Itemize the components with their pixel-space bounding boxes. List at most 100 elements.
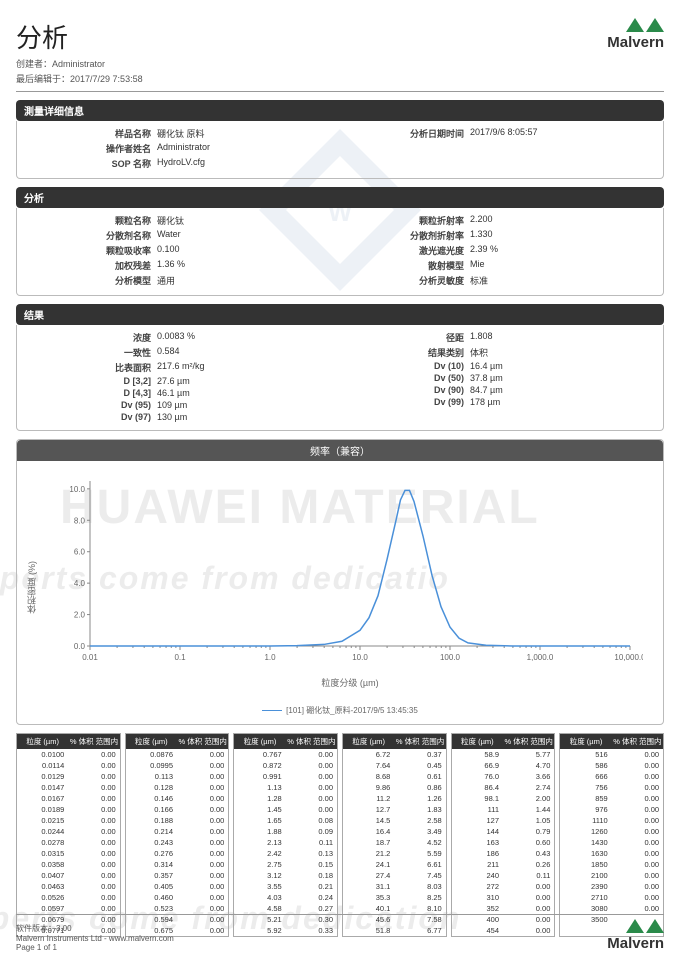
table-row: 0.2760.00 (126, 848, 229, 859)
field-label: 分散剂折射率 (340, 229, 470, 242)
field-value: 46.1 µm (157, 388, 190, 398)
table-row: 6.720.37 (343, 749, 446, 760)
field-value: 1.808 (470, 331, 493, 344)
chart-xlabel: 粒度分级 (µm) (57, 676, 643, 689)
table-row: 2110.26 (452, 859, 555, 870)
table-row: 0.04070.00 (17, 870, 120, 881)
table-row: 12.71.83 (343, 804, 446, 815)
field-pair: 径距1.808 (340, 331, 653, 344)
field-pair: 加权残差1.36 % (27, 259, 340, 272)
field-value: 109 µm (157, 400, 187, 410)
field-value: HydroLV.cfg (157, 157, 205, 170)
field-label: 散射模型 (340, 259, 470, 272)
field-pair: 颗粒折射率2.200 (340, 214, 653, 227)
field-value: 2.39 % (470, 244, 498, 257)
field-value: 0.100 (157, 244, 180, 257)
svg-text:100.0: 100.0 (440, 653, 461, 662)
table-row: 9.860.86 (343, 782, 446, 793)
table-row: 31.18.03 (343, 881, 446, 892)
field-label: 分散剂名称 (27, 229, 157, 242)
table-row: 1.130.00 (234, 782, 337, 793)
field-pair: 样品名称硼化钛 原料 (27, 127, 340, 140)
field-pair: 比表面积217.6 m²/kg (27, 361, 340, 374)
table-row: 0.4600.00 (126, 892, 229, 903)
field-label: 一致性 (27, 346, 157, 359)
chart-container: 频率（兼容） 体积密度 (%) 0.02.04.06.08.010.00.010… (16, 439, 664, 725)
field-value: 2.200 (470, 214, 493, 227)
table-row: 1111.44 (452, 804, 555, 815)
svg-text:0.1: 0.1 (174, 653, 186, 662)
table-row: 16.43.49 (343, 826, 446, 837)
table-row: 2.420.13 (234, 848, 337, 859)
table-header: 粒度 (µm)% 体积 范围内 (343, 734, 446, 749)
svg-text:10,000.0: 10,000.0 (614, 653, 643, 662)
table-row: 1271.05 (452, 815, 555, 826)
chart-ylabel: 体积密度 (%) (25, 561, 38, 614)
table-row: 1.280.00 (234, 793, 337, 804)
svg-text:8.0: 8.0 (74, 516, 86, 525)
field-pair: 一致性0.584 (27, 346, 340, 359)
field-pair: Dv (97)130 µm (27, 412, 340, 422)
field-label: 激光遮光度 (340, 244, 470, 257)
field-value: 84.7 µm (470, 385, 503, 395)
table-column: 粒度 (µm)% 体积 范围内6.720.377.640.458.680.619… (342, 733, 447, 937)
field-pair: D [4,3]46.1 µm (27, 388, 340, 398)
field-pair: Dv (90)84.7 µm (340, 385, 653, 395)
table-row: 8.680.61 (343, 771, 446, 782)
table-row: 0.3140.00 (126, 859, 229, 870)
field-label: SOP 名称 (27, 157, 157, 170)
section-title: 測量详细信息 (16, 100, 664, 121)
field-label: 颗粒折射率 (340, 214, 470, 227)
table-row: 0.2140.00 (126, 826, 229, 837)
field-pair: 结果类别体积 (340, 346, 653, 359)
svg-text:4.0: 4.0 (74, 579, 86, 588)
section-analysis: 分析 颗粒名称硼化钛分散剂名称Water颗粒吸收率0.100加权残差1.36 %… (16, 187, 664, 296)
field-label: 颗粒吸收率 (27, 244, 157, 257)
table-row: 1.450.00 (234, 804, 337, 815)
table-header: 粒度 (µm)% 体积 范围内 (452, 734, 555, 749)
table-column: 粒度 (µm)% 体积 范围内0.7670.000.8720.000.9910.… (233, 733, 338, 937)
table-row: 0.01890.00 (17, 804, 120, 815)
field-value: Water (157, 229, 181, 242)
table-row: 0.02780.00 (17, 837, 120, 848)
field-pair: 分析灵敏度标准 (340, 274, 653, 287)
table-row: 4.030.24 (234, 892, 337, 903)
field-label: Dv (10) (340, 361, 470, 371)
field-pair: 激光遮光度2.39 % (340, 244, 653, 257)
field-pair: Dv (50)37.8 µm (340, 373, 653, 383)
field-value: 27.6 µm (157, 376, 190, 386)
svg-text:0.0: 0.0 (74, 642, 86, 651)
field-value: 1.330 (470, 229, 493, 242)
table-row: 86.42.74 (452, 782, 555, 793)
table-row: 40.18.10 (343, 903, 446, 914)
table-row: 3100.00 (452, 892, 555, 903)
table-row: 3.550.21 (234, 881, 337, 892)
chart-title: 频率（兼容） (17, 440, 663, 461)
field-pair: 分散剂折射率1.330 (340, 229, 653, 242)
table-row: 2400.11 (452, 870, 555, 881)
field-value: 0.584 (157, 346, 180, 359)
table-row: 1630.60 (452, 837, 555, 848)
field-pair: 分析日期时间2017/9/6 8:05:57 (340, 127, 653, 140)
table-row: 0.01470.00 (17, 782, 120, 793)
table-row: 4.580.27 (234, 903, 337, 914)
svg-text:1.0: 1.0 (264, 653, 276, 662)
svg-text:10.0: 10.0 (352, 653, 368, 662)
table-row: 35.38.25 (343, 892, 446, 903)
table-row: 0.05970.00 (17, 903, 120, 914)
field-pair: Dv (10)16.4 µm (340, 361, 653, 371)
table-row: 18.74.52 (343, 837, 446, 848)
table-row: 1860.43 (452, 848, 555, 859)
table-row: 11100.00 (560, 815, 663, 826)
table-row: 2.750.15 (234, 859, 337, 870)
table-row: 0.03150.00 (17, 848, 120, 859)
page-header: 分析 创建者：Administrator 最后编辑于：2017/7/29 7:5… (16, 18, 664, 92)
creator-meta: 创建者：Administrator (16, 57, 143, 70)
table-row: 3520.00 (452, 903, 555, 914)
field-label: 比表面积 (27, 361, 157, 374)
field-value: 178 µm (470, 397, 500, 407)
table-row: 18500.00 (560, 859, 663, 870)
table-row: 0.1880.00 (126, 815, 229, 826)
table-column: 粒度 (µm)% 体积 范围内58.95.7766.94.7076.03.668… (451, 733, 556, 937)
svg-text:2.0: 2.0 (74, 611, 86, 620)
